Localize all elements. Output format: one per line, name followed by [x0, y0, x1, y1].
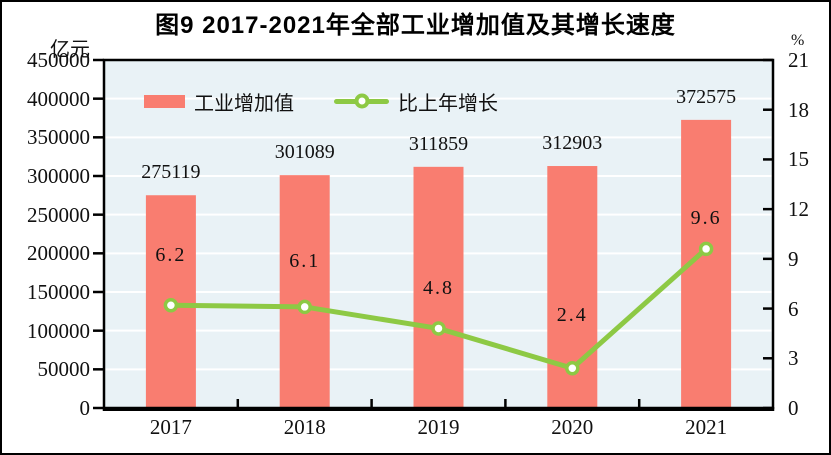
growth-marker-2017 — [163, 298, 179, 313]
left-axis-unit-label: 亿元 — [50, 39, 90, 61]
legend-line-label: 比上年增长 — [398, 92, 498, 115]
bar-2019 — [413, 166, 464, 408]
growth-marker-2021 — [698, 241, 714, 257]
legend-bar-label: 工业增加值 — [194, 92, 294, 115]
growth-marker-2018 — [297, 299, 312, 315]
growth-marker-2019 — [431, 321, 446, 336]
legend-bar-swatch — [144, 94, 185, 108]
growth-marker-2020 — [565, 360, 580, 376]
legend-line-marker-icon — [354, 93, 369, 109]
chart-title: 图9 2017-2021年全部工业增加值及其增长速度 — [155, 12, 676, 39]
bar-2018 — [279, 175, 330, 408]
right-axis-unit-label: % — [791, 32, 805, 49]
legend: 工业增加值 比上年增长 — [144, 88, 498, 115]
legend-line-swatch — [334, 93, 389, 109]
